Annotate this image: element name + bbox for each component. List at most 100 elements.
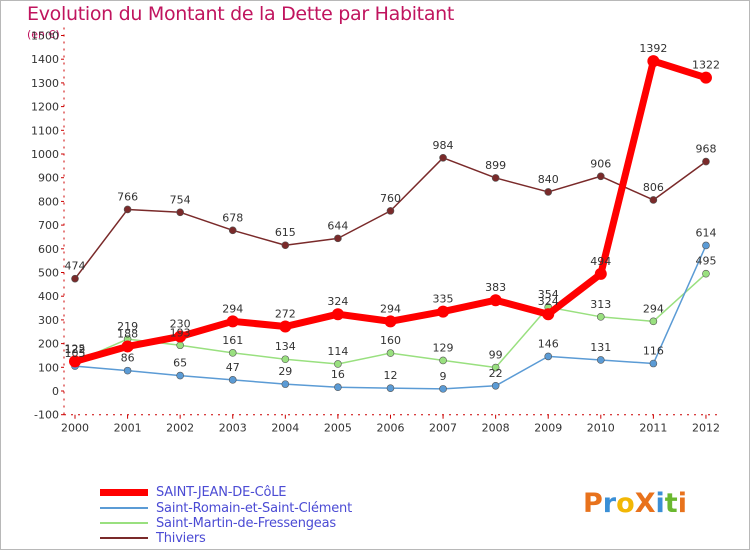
- data-point: [649, 196, 658, 204]
- y-tick-label: 300: [38, 314, 59, 327]
- legend-swatch: [100, 507, 148, 509]
- data-label: 160: [380, 334, 401, 347]
- data-label: 29: [278, 365, 292, 378]
- x-tick-label: 2003: [219, 422, 247, 435]
- data-label: 760: [380, 192, 401, 205]
- logo-letter: i: [677, 488, 687, 519]
- data-label: 766: [117, 190, 138, 203]
- data-point: [281, 241, 290, 250]
- data-point: [334, 383, 342, 392]
- y-tick-label: 1200: [31, 101, 59, 114]
- data-label: 99: [489, 349, 503, 362]
- data-label: 22: [489, 367, 503, 380]
- data-point: [489, 294, 502, 307]
- data-point: [699, 71, 712, 84]
- data-point: [228, 349, 237, 357]
- data-label: 644: [327, 219, 348, 232]
- data-label: 116: [643, 345, 664, 358]
- data-label: 161: [222, 334, 243, 347]
- data-label: 105: [65, 347, 86, 360]
- logo-letter: X: [634, 488, 656, 519]
- legend-swatch: [100, 488, 148, 496]
- data-label: 968: [695, 143, 716, 156]
- data-point: [71, 274, 79, 283]
- data-point: [123, 205, 132, 214]
- y-tick-label: 500: [38, 267, 59, 280]
- data-point: [439, 153, 447, 162]
- y-tick-label: 800: [38, 195, 59, 208]
- logo-letter: o: [616, 488, 635, 519]
- legend-item: SAINT-JEAN-DE-CôLE: [100, 485, 286, 500]
- x-tick-label: 2002: [166, 422, 194, 435]
- data-label: 114: [327, 345, 348, 358]
- data-point: [386, 384, 395, 392]
- data-label: 188: [117, 327, 138, 340]
- data-label: 86: [121, 352, 135, 365]
- data-label: 294: [643, 302, 664, 315]
- data-label: 16: [331, 368, 345, 381]
- x-tick-label: 2010: [587, 422, 615, 435]
- data-point: [384, 315, 397, 328]
- data-label: 324: [538, 295, 559, 308]
- legend-item: Thiviers: [100, 531, 206, 546]
- legend-item: Saint-Romain-et-Saint-Clément: [100, 501, 352, 516]
- data-label: 294: [380, 302, 401, 315]
- data-label: 219: [117, 320, 138, 333]
- data-label: 272: [275, 308, 296, 321]
- data-point: [594, 267, 607, 280]
- data-point: [176, 208, 184, 217]
- y-tick-label: 1500: [31, 30, 59, 43]
- y-tick-label: 1100: [31, 124, 59, 137]
- y-tick-label: 1300: [31, 77, 59, 90]
- data-point: [281, 355, 290, 364]
- data-point: [228, 376, 237, 384]
- legend-swatch: [100, 522, 148, 524]
- data-label: 474: [65, 260, 86, 273]
- data-label: 47: [226, 361, 240, 374]
- data-point: [544, 352, 553, 361]
- data-point: [437, 305, 450, 318]
- data-point: [386, 349, 395, 357]
- data-point: [123, 366, 132, 375]
- x-tick-label: 2000: [61, 422, 89, 435]
- data-point: [702, 269, 710, 278]
- data-point: [69, 355, 81, 368]
- data-point: [702, 157, 710, 166]
- y-tick-label: 0: [52, 385, 59, 398]
- x-tick-label: 2008: [482, 422, 510, 435]
- data-label: 1392: [639, 42, 667, 55]
- data-label: 146: [538, 337, 559, 350]
- data-label: 754: [170, 193, 191, 206]
- data-label: 294: [222, 302, 243, 315]
- data-label: 9: [440, 370, 447, 383]
- logo-letter: t: [664, 488, 678, 519]
- y-tick-label: 400: [38, 290, 59, 303]
- x-tick-label: 2005: [324, 422, 352, 435]
- legend-label: Saint-Martin-de-Fressengeas: [156, 515, 336, 531]
- data-label: 125: [65, 342, 86, 355]
- data-label: 129: [433, 341, 454, 354]
- data-point: [596, 172, 605, 181]
- x-tick-label: 2006: [376, 422, 404, 435]
- data-point: [647, 55, 660, 68]
- legend-swatch: [100, 537, 148, 539]
- data-point: [331, 308, 344, 321]
- data-point: [542, 308, 555, 321]
- data-label: 806: [643, 181, 664, 194]
- data-point: [649, 359, 658, 368]
- data-label: 134: [275, 340, 296, 353]
- data-point: [334, 360, 342, 368]
- data-label: 678: [222, 211, 243, 224]
- data-point: [121, 340, 134, 353]
- data-label: 495: [695, 255, 716, 268]
- data-label: 324: [327, 295, 348, 308]
- data-label: 494: [590, 255, 611, 268]
- data-point: [226, 315, 239, 328]
- data-label: 383: [485, 281, 506, 294]
- data-label: 615: [275, 226, 296, 239]
- data-point: [176, 341, 184, 350]
- data-label: 230: [170, 317, 191, 330]
- logo-letter: P: [583, 488, 603, 519]
